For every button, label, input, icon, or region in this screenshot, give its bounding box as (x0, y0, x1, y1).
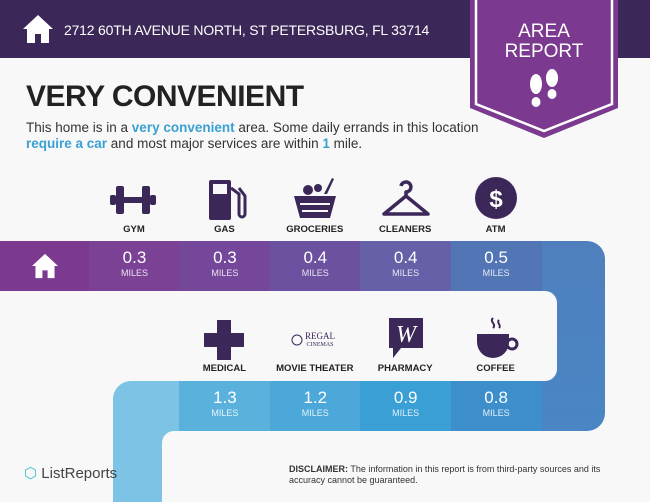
distance-cell-movie-theater: 1.2 MILES (269, 381, 361, 431)
badge-line2: REPORT (504, 41, 584, 62)
distance-unit: MILES (392, 408, 420, 418)
distance-unit: MILES (301, 408, 329, 418)
distance-unit: MILES (392, 268, 420, 278)
distance-unit: MILES (211, 408, 239, 418)
cross-icon (204, 320, 244, 360)
distance-value: 0.4 (303, 248, 328, 267)
desc-text: and most major services are within (107, 136, 323, 151)
desc-highlight: require a car (26, 136, 108, 151)
distance-unit: MILES (482, 268, 510, 278)
area-report-badge (470, 0, 618, 138)
distance-value: 0.8 (484, 388, 508, 407)
category-label: ATM (485, 224, 506, 235)
path-cutout (162, 431, 650, 502)
distance-cell-gym: 0.3 MILES (89, 241, 180, 291)
distance-value: 0.3 (213, 248, 237, 267)
home-cell (0, 241, 89, 291)
desc-text: This home is in a (26, 120, 132, 135)
distance-value: 0.9 (393, 388, 418, 407)
logo-text: ListReports (41, 465, 118, 482)
svg-text:$: $ (489, 186, 503, 213)
footprints-icon (530, 69, 558, 107)
distance-cell-cleaners: 0.4 MILES (360, 241, 452, 291)
desc-highlight: 1 (322, 136, 330, 151)
distance-cell-pharmacy: 0.9 MILES (360, 381, 452, 431)
badge-line1: AREA (518, 21, 570, 42)
distance-value: 0.4 (393, 248, 418, 267)
distance-unit: MILES (211, 268, 239, 278)
distance-cell-groceries: 0.4 MILES (269, 241, 361, 291)
category-label: GYM (123, 224, 145, 235)
coffee-cup-icon (477, 317, 519, 358)
path-cutout (0, 291, 557, 381)
distance-value: 1.2 (303, 388, 328, 407)
distance-unit: MILES (120, 268, 148, 278)
gas-pump-icon (209, 180, 247, 220)
category-label: MEDICAL (202, 363, 247, 374)
address: 2712 60TH AVENUE NORTH, ST PETERSBURG, F… (64, 22, 430, 38)
category-label: PHARMACY (377, 363, 433, 374)
walgreens-icon: W (389, 318, 423, 358)
page-title: VERY CONVENIENT (26, 80, 304, 113)
dollar-icon: $ (475, 177, 517, 219)
distance-cell-atm: 0.5 MILES (450, 241, 542, 291)
svg-text:CINEMAS: CINEMAS (306, 342, 333, 348)
basket-icon (294, 178, 336, 218)
distance-unit: MILES (482, 408, 510, 418)
distance-cell-gas: 0.3 MILES (179, 241, 271, 291)
disclaimer-label: DISCLAIMER: (289, 464, 348, 474)
distance-value: 0.3 (122, 248, 147, 267)
disclaimer-text: The information in this report is from t… (289, 464, 601, 485)
listreports-icon: ⬡ (24, 465, 38, 482)
distance-value: 1.3 (213, 388, 237, 407)
distance-cell-coffee: 0.8 MILES (450, 381, 542, 431)
hanger-icon (382, 180, 430, 216)
desc-text: area. Some daily errands in this locatio… (234, 120, 479, 135)
category-label: CLEANERS (379, 224, 432, 235)
desc-highlight: very convenient (131, 120, 235, 135)
disclaimer: DISCLAIMER: The information in this repo… (289, 464, 629, 486)
dumbbell-icon (110, 186, 156, 214)
svg-text:REGAL: REGAL (305, 331, 335, 341)
listreports-logo: ⬡ ListReports (24, 464, 117, 482)
desc-text: mile. (329, 136, 363, 151)
distance-value: 0.5 (484, 248, 508, 267)
house-icon (23, 15, 53, 43)
distance-cell-medical: 1.3 MILES (179, 381, 271, 431)
category-label: MOVIE THEATER (276, 363, 354, 374)
category-label: COFFEE (476, 363, 515, 374)
category-label: GROCERIES (286, 224, 344, 235)
description: This home is in a very convenient area. … (26, 120, 486, 152)
svg-text:W: W (396, 322, 418, 348)
category-label: GAS (214, 224, 235, 235)
house-icon (31, 253, 58, 279)
distance-unit: MILES (301, 268, 329, 278)
